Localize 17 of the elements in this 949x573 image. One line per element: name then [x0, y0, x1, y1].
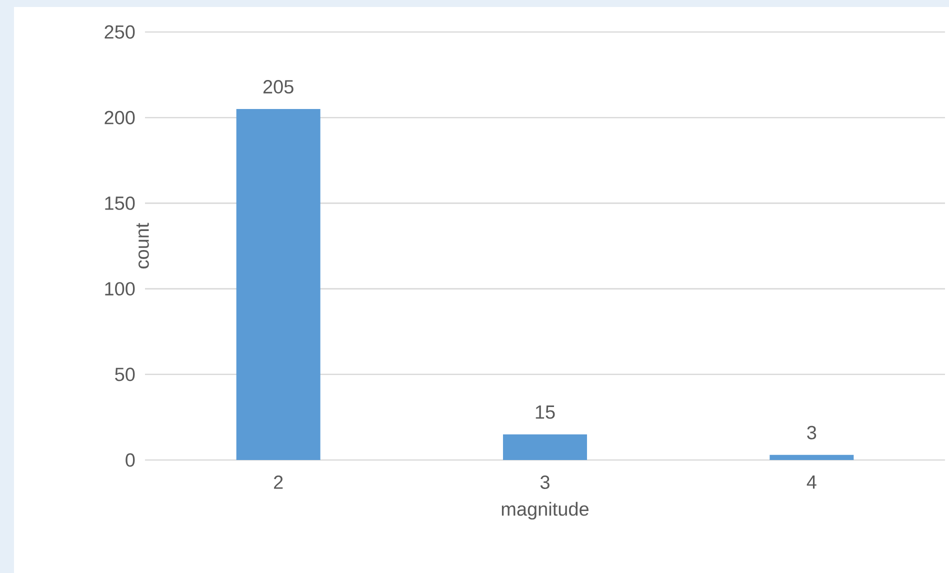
x-tick-label: 3 — [540, 476, 550, 489]
bar — [236, 109, 320, 460]
x-tick-label: 4 — [806, 476, 816, 489]
x-axis-title: magnitude — [502, 502, 589, 520]
data-label: 3 — [807, 426, 816, 440]
y-tick-label: 50 — [115, 368, 135, 382]
bar — [503, 434, 588, 460]
y-tick-label: 200 — [104, 110, 135, 124]
data-label: 15 — [536, 406, 555, 419]
y-tick-label: 0 — [126, 453, 135, 467]
y-tick-label: 150 — [105, 196, 135, 210]
x-tick-label: 2 — [274, 476, 283, 489]
bar — [770, 454, 854, 460]
y-tick-label: 250 — [104, 25, 135, 39]
y-axis-title: count — [136, 222, 149, 268]
data-label: 205 — [263, 80, 294, 94]
y-tick-label: 100 — [105, 282, 135, 296]
